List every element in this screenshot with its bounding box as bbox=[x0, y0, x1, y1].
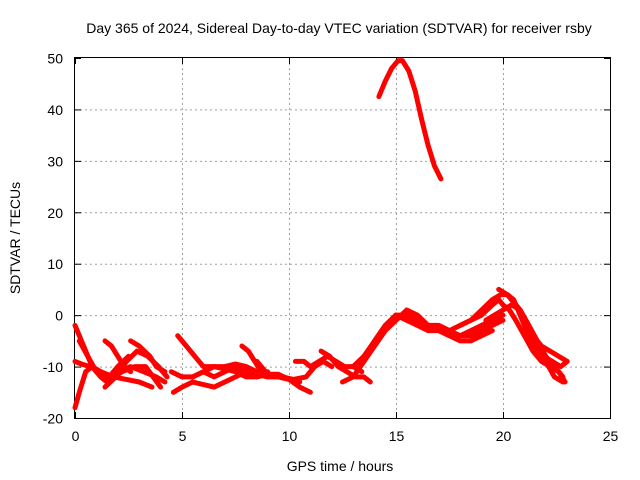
y-axis-title: SDTVAR / TECUs bbox=[7, 182, 23, 294]
data-series bbox=[72, 58, 570, 411]
series-track-15 bbox=[318, 348, 373, 385]
x-tick-label: 10 bbox=[282, 428, 298, 444]
x-axis-title: GPS time / hours bbox=[287, 458, 394, 474]
y-axis-tick-labels: -20 -10 0 10 20 30 40 50 bbox=[43, 51, 63, 427]
series-track-12 bbox=[239, 343, 313, 395]
chart-title: Day 365 of 2024, Sidereal Day-to-day VTE… bbox=[86, 20, 592, 36]
y-tick-label: 50 bbox=[47, 51, 63, 67]
series-track-9 bbox=[170, 369, 271, 395]
y-tick-label: 0 bbox=[55, 308, 63, 324]
y-tick-label: -20 bbox=[43, 411, 63, 427]
x-tick-label: 25 bbox=[603, 428, 619, 444]
series-track-18 bbox=[361, 307, 495, 364]
y-tick-label: 20 bbox=[47, 205, 63, 221]
axis-ticks bbox=[75, 58, 611, 419]
x-tick-label: 20 bbox=[496, 428, 512, 444]
series-track-7 bbox=[102, 338, 134, 375]
x-axis-tick-labels: 0 5 10 15 20 25 bbox=[72, 428, 619, 444]
series-track-11 bbox=[190, 364, 271, 380]
x-tick-label: 0 bbox=[72, 428, 80, 444]
x-tick-label: 5 bbox=[179, 428, 187, 444]
y-tick-label: 30 bbox=[47, 153, 63, 169]
y-tick-label: 40 bbox=[47, 102, 63, 118]
series-track-24 bbox=[509, 297, 566, 385]
plot-frame bbox=[74, 57, 611, 419]
series-track-6 bbox=[128, 338, 168, 375]
y-tick-label: 10 bbox=[47, 256, 63, 272]
x-tick-label: 15 bbox=[389, 428, 405, 444]
y-tick-label: -10 bbox=[43, 359, 63, 375]
series-track-19 bbox=[376, 58, 444, 182]
